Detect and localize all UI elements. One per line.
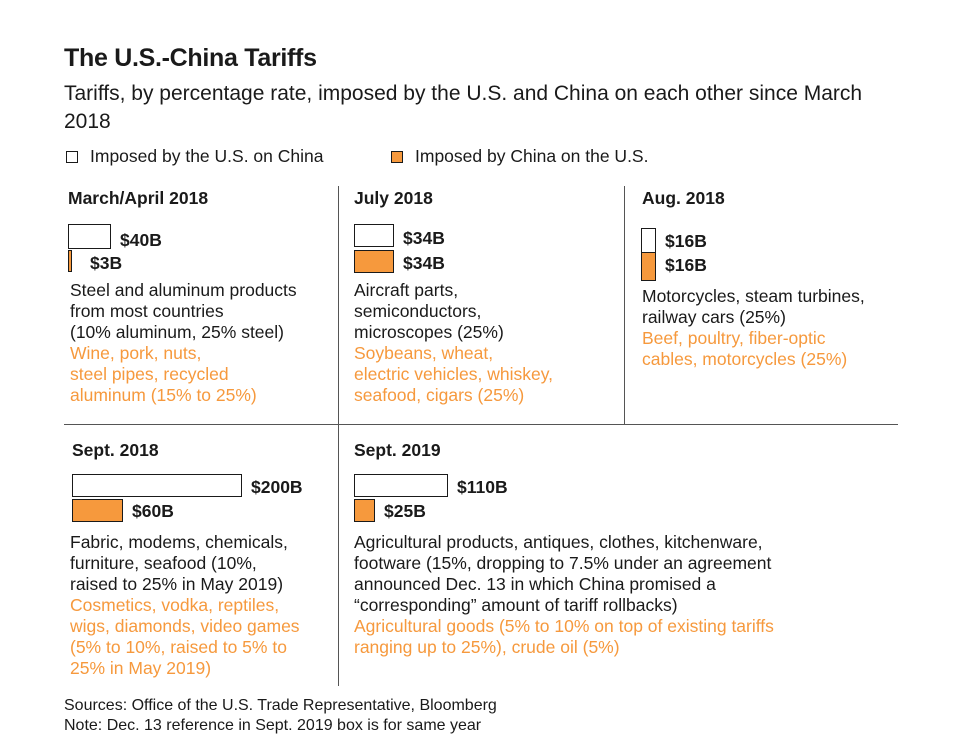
panel-sep-2018: Sept. 2018 $200B $60B Fabric, modems, ch… <box>66 438 336 686</box>
desc-cn-line: aluminum (15% to 25%) <box>70 385 257 405</box>
desc-us-line: announced Dec. 13 in which China promise… <box>354 574 716 594</box>
chart-title: The U.S.-China Tariffs <box>64 44 317 72</box>
desc-cn-line: Agricultural goods (5% to 10% on top of … <box>354 616 774 636</box>
desc-us-line: raised to 25% in May 2019) <box>70 574 284 594</box>
panel-title: Sept. 2018 <box>72 440 159 460</box>
desc-us-line: Agricultural products, antiques, clothes… <box>354 532 763 552</box>
amount-cn-label: $60B <box>132 501 174 521</box>
amount-cn-label: $3B <box>90 253 123 273</box>
panel-description: Steel and aluminum products from most co… <box>70 280 334 406</box>
panel-description: Aircraft parts, semiconductors, microsco… <box>354 280 620 406</box>
bar-cn <box>354 250 394 273</box>
desc-us-line: “corresponding” amount of tariff rollbac… <box>354 595 678 615</box>
panel-title: March/April 2018 <box>68 188 209 208</box>
amount-cn-label: $25B <box>384 501 426 521</box>
desc-cn-line: steel pipes, recycled <box>70 364 229 384</box>
footer-sources: Sources: Office of the U.S. Trade Repres… <box>64 697 497 714</box>
panel-mar-apr-2018: March/April 2018 $40B $3B Steel and alum… <box>66 186 336 422</box>
bar-us <box>72 474 242 497</box>
legend-cn: Imposed by China on the U.S. <box>391 146 648 167</box>
panel-title: Sept. 2019 <box>354 440 441 460</box>
amount-us-label: $40B <box>120 230 162 250</box>
desc-us-line: Aircraft parts, <box>354 280 459 300</box>
divider-vertical-3 <box>338 424 339 686</box>
chart-subtitle: Tariffs, by percentage rate, imposed by … <box>64 82 863 133</box>
panel-description: Motorcycles, steam turbines, railway car… <box>642 286 898 370</box>
footer-note: Note: Dec. 13 reference in Sept. 2019 bo… <box>64 717 482 734</box>
desc-cn-line: cables, motorcycles (25%) <box>642 349 848 369</box>
panel-description: Agricultural products, antiques, clothes… <box>354 532 894 658</box>
divider-vertical-1 <box>338 186 339 424</box>
panel-description: Fabric, modems, chemicals, furniture, se… <box>70 532 336 679</box>
panel-aug-2018: Aug. 2018 $16B $16B Motorcycles, steam t… <box>638 186 898 422</box>
desc-cn-line: (5% to 10%, raised to 5% to <box>70 637 287 657</box>
divider-vertical-2 <box>624 186 625 424</box>
desc-us-line: railway cars (25%) <box>642 307 786 327</box>
legend-us: Imposed by the U.S. on China <box>66 146 323 167</box>
desc-cn-line: seafood, cigars (25%) <box>354 385 525 405</box>
bar-us <box>354 474 448 497</box>
desc-cn-line: Cosmetics, vodka, reptiles, <box>70 595 280 615</box>
panel-jul-2018: July 2018 $34B $34B Aircraft parts, semi… <box>352 186 622 422</box>
panel-sep-2019: Sept. 2019 $110B $25B Agricultural produ… <box>352 438 898 686</box>
desc-cn-line: Soybeans, wheat, <box>354 343 494 363</box>
desc-cn-line: Wine, pork, nuts, <box>70 343 202 363</box>
panel-title: Aug. 2018 <box>642 188 725 208</box>
desc-cn-line: electric vehicles, whiskey, <box>354 364 554 384</box>
desc-us-line: Fabric, modems, chemicals, <box>70 532 288 552</box>
bar-cn <box>354 499 375 522</box>
bar-us <box>354 224 394 247</box>
bar-us <box>68 224 111 249</box>
desc-cn-line: ranging up to 25%), crude oil (5%) <box>354 637 620 657</box>
amount-cn-label: $34B <box>403 253 445 273</box>
desc-us-line: footware (15%, dropping to 7.5% under an… <box>354 553 772 573</box>
desc-cn-line: wigs, diamonds, video games <box>70 616 300 636</box>
bar-cn <box>641 252 656 281</box>
legend-cn-swatch <box>391 150 403 163</box>
amount-cn-label: $16B <box>665 255 707 275</box>
desc-us-line: semiconductors, <box>354 301 482 321</box>
desc-cn-line: Beef, poultry, fiber-optic <box>642 328 826 348</box>
legend-us-swatch <box>66 150 78 163</box>
legend-us-label: Imposed by the U.S. on China <box>90 146 324 166</box>
bar-cn <box>72 499 123 522</box>
amount-us-label: $200B <box>251 477 303 497</box>
amount-us-label: $110B <box>457 477 508 497</box>
desc-us-line: Motorcycles, steam turbines, <box>642 286 865 306</box>
amount-us-label: $16B <box>665 231 707 251</box>
bar-cn <box>68 250 72 272</box>
desc-us-line: furniture, seafood (10%, <box>70 553 257 573</box>
desc-us-line: Steel and aluminum products <box>70 280 297 300</box>
panel-title: July 2018 <box>354 188 433 208</box>
desc-us-line: (10% aluminum, 25% steel) <box>70 322 284 342</box>
desc-cn-line: 25% in May 2019) <box>70 658 212 678</box>
amount-us-label: $34B <box>403 228 445 248</box>
desc-us-line: microscopes (25%) <box>354 322 504 342</box>
legend-cn-label: Imposed by China on the U.S. <box>415 146 649 166</box>
divider-horizontal <box>64 424 898 425</box>
desc-us-line: from most countries <box>70 301 224 321</box>
